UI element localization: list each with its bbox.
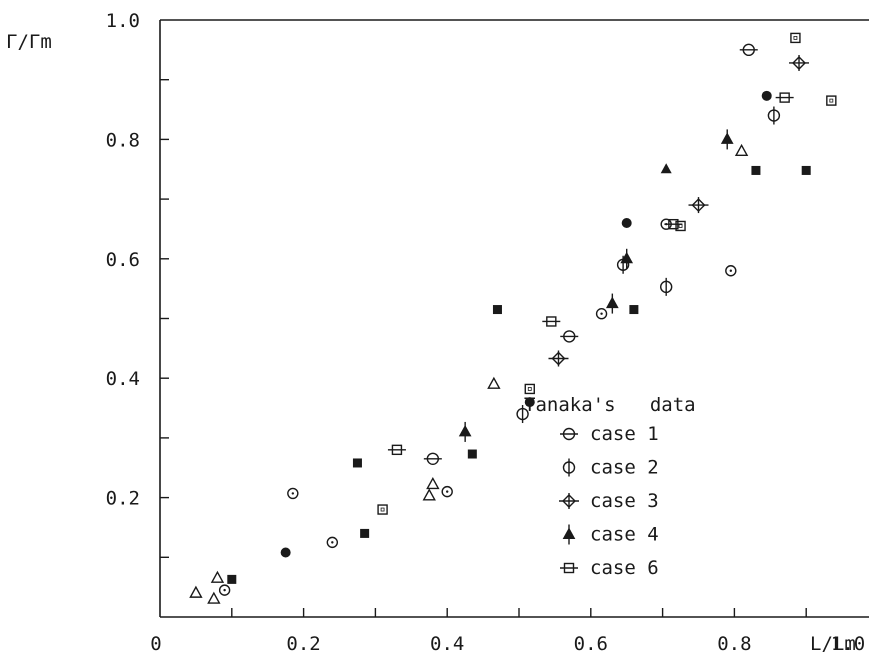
- x-tick-labels: 0 0.2 0.4 0.6 0.8 1.0: [150, 633, 865, 655]
- data-point-open-square: [790, 32, 801, 44]
- data-point-square-hbar: [775, 92, 794, 103]
- data-point-filled-triangle: [660, 163, 672, 174]
- data-point-circle-hbar: [739, 43, 758, 57]
- data-point-circle-hbar: [423, 452, 442, 465]
- y-axis-title: Γ/Γm: [6, 31, 52, 53]
- legend-marker-square-hbar: [560, 562, 578, 574]
- data-point-triangle-vbar: [458, 421, 472, 442]
- data-point-filled-circle: [524, 397, 535, 408]
- data-point-open-circle: [441, 485, 453, 498]
- data-point-filled-square: [492, 305, 502, 315]
- x-tick-label: 0.2: [286, 633, 320, 655]
- data-point-filled-square: [467, 449, 477, 459]
- data-point-triangle-vbar: [720, 129, 734, 150]
- legend-marker-triangle-vbar: [562, 524, 576, 545]
- x-tick-label: 1.0: [831, 633, 865, 655]
- y-tick-labels: 0.2 0.4 0.6 0.8 1.0: [106, 10, 140, 510]
- y-tick-label: 0.4: [106, 368, 140, 390]
- data-point-open-triangle: [207, 591, 221, 604]
- legend-item: case 3: [559, 490, 659, 512]
- legend-marker-diamond-cross: [559, 493, 579, 509]
- legend-marker-circle-vbar: [562, 458, 576, 477]
- data-point-filled-square: [801, 165, 811, 175]
- data-point-filled-square: [227, 574, 237, 584]
- data-point-open-circle: [595, 308, 608, 320]
- data-point-triangle-vbar: [620, 248, 634, 269]
- data-point-filled-square: [629, 305, 639, 315]
- data-point-open-square: [675, 220, 686, 232]
- data-point-open-square: [826, 95, 837, 106]
- legend-label: case 3: [590, 490, 659, 512]
- data-point-open-triangle: [189, 585, 203, 598]
- data-point-filled-circle: [761, 90, 772, 101]
- data-point-circle-hbar: [560, 330, 579, 343]
- data-point-open-circle: [326, 536, 339, 549]
- data-point-filled-circle: [621, 217, 632, 228]
- axis-titles: L/Lm Γ/Γm: [6, 31, 856, 655]
- data-point-open-circle: [660, 218, 672, 230]
- data-point-filled-square: [360, 528, 370, 538]
- data-point-triangle-vbar: [605, 293, 619, 314]
- legend-label: case 1: [590, 423, 659, 445]
- data-point-square-hbar: [542, 316, 561, 327]
- plot-frame: [159, 19, 869, 618]
- legend-item: case 1: [560, 423, 659, 445]
- y-tick-label: 1.0: [106, 10, 140, 32]
- y-tick-label: 0.8: [106, 129, 140, 151]
- data-point-open-circle: [725, 265, 737, 277]
- data-point-diamond-cross: [548, 350, 569, 367]
- legend-item: case 4: [562, 524, 659, 546]
- data-points: [189, 32, 837, 604]
- data-point-diamond-cross: [789, 54, 810, 71]
- legend-item: case 2: [562, 457, 659, 479]
- data-point-open-triangle: [422, 488, 436, 501]
- x-axis-title: L/Lm: [810, 633, 856, 655]
- data-point-open-circle: [218, 584, 231, 596]
- data-point-open-circle: [287, 487, 299, 500]
- data-point-open-square: [377, 504, 388, 515]
- data-point-filled-square: [751, 165, 761, 175]
- x-tick-label: 0.4: [430, 633, 464, 655]
- data-point-open-triangle: [210, 570, 225, 583]
- axis-ticks: [160, 78, 807, 617]
- x-tick-label: 0.8: [717, 633, 751, 655]
- x-tick-label: 0: [150, 633, 161, 655]
- data-point-filled-circle: [280, 547, 291, 558]
- data-point-circle-vbar: [516, 405, 529, 424]
- legend-marker-circle-hbar: [560, 427, 578, 441]
- legend-item: case 6: [560, 557, 659, 579]
- legend: Tanaka's data case 1 case 2 case 3 case 4 cas…: [524, 394, 696, 579]
- data-point-filled-square: [352, 458, 362, 468]
- data-point-open-triangle: [487, 376, 501, 389]
- data-point-open-triangle: [734, 143, 749, 157]
- legend-label: case 2: [590, 457, 659, 479]
- data-point-diamond-cross: [688, 197, 709, 214]
- legend-label: case 6: [590, 557, 659, 579]
- x-tick-label: 0.6: [574, 633, 608, 655]
- legend-label: case 4: [590, 524, 659, 546]
- data-point-open-square: [524, 383, 535, 395]
- data-point-circle-vbar: [767, 106, 781, 125]
- data-point-circle-vbar: [659, 277, 673, 296]
- y-tick-label: 0.2: [106, 488, 140, 510]
- legend-title: Tanaka's data: [524, 394, 696, 416]
- data-point-square-hbar: [387, 444, 406, 456]
- data-point-open-triangle: [426, 477, 440, 490]
- y-tick-label: 0.6: [106, 249, 140, 271]
